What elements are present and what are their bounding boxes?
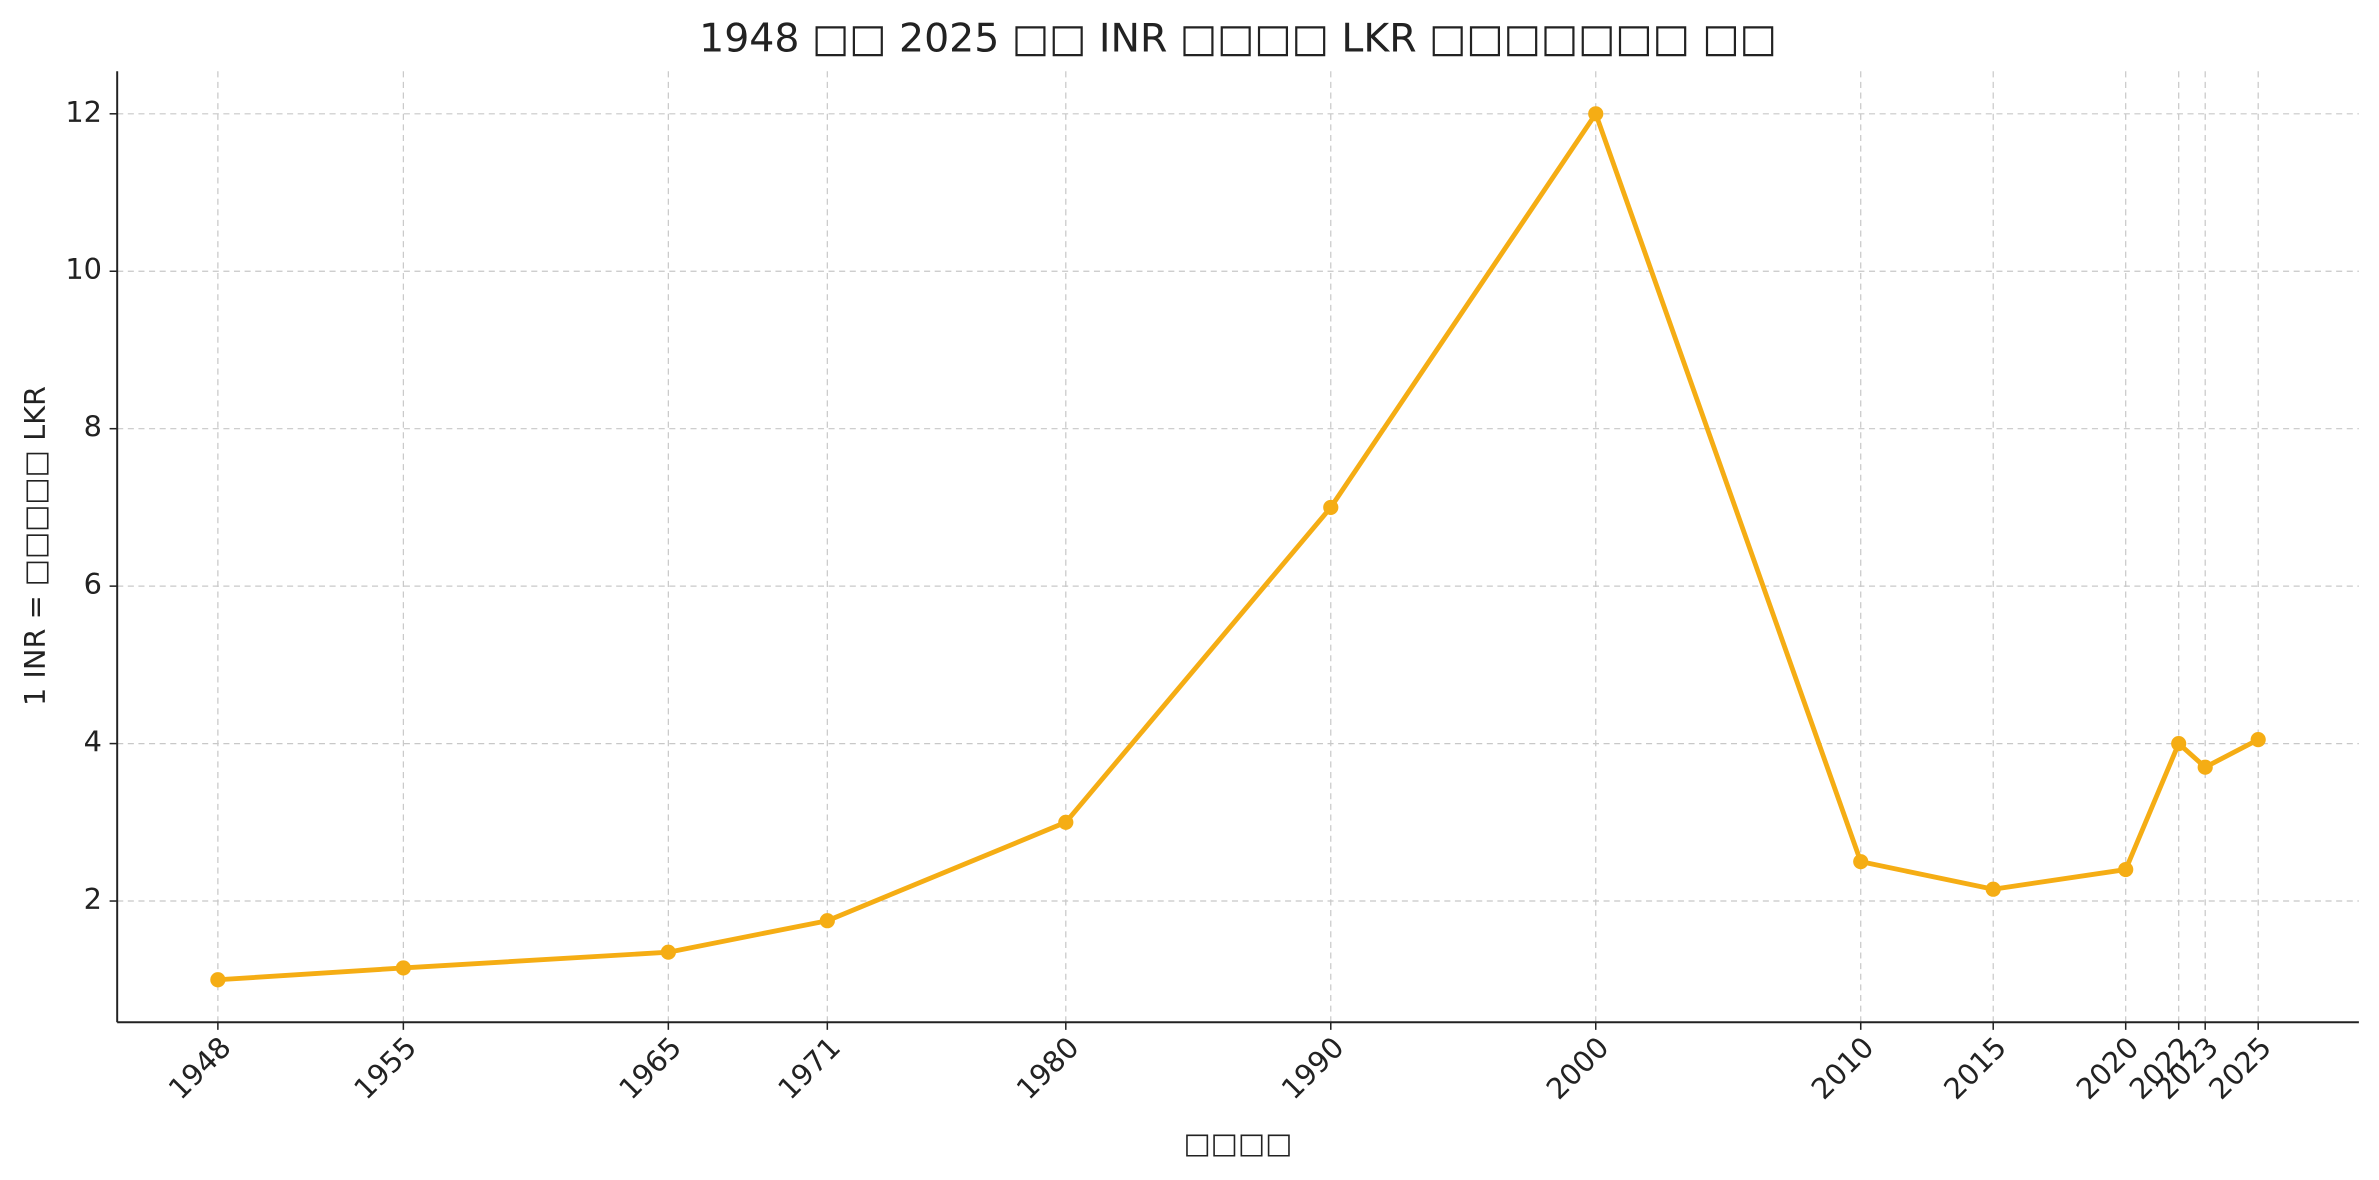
data-point	[2118, 861, 2134, 878]
data-point	[1058, 814, 1074, 830]
data-point	[2250, 732, 2266, 748]
grid	[117, 71, 2359, 1023]
data-point	[819, 913, 835, 929]
x-tick-label: 2020	[2070, 1030, 2146, 1106]
y-axis-label: 1 INR = □□□□□ LKR	[18, 386, 52, 706]
x-axis-label: □□□□	[1184, 1126, 1293, 1160]
tick-labels: 2 4 6 8 10 12 1948 1955 1965 1971 1980 1990 2000 2010…	[65, 95, 2278, 1106]
y-tick-label: 4	[84, 725, 102, 759]
plot	[210, 106, 2266, 988]
x-tick-label: 2010	[1805, 1030, 1881, 1106]
data-point	[1853, 854, 1869, 870]
x-tick-label: 1980	[1010, 1030, 1086, 1106]
data-point	[2171, 735, 2187, 752]
x-tick-label: 1955	[347, 1030, 423, 1106]
y-tick-label: 8	[84, 410, 102, 444]
x-tick-label: 1948	[162, 1030, 238, 1106]
data-point	[660, 944, 676, 960]
x-tick-label: 1965	[612, 1030, 688, 1106]
data-point	[210, 972, 226, 988]
x-tick-label: 2015	[1937, 1030, 2013, 1106]
data-point	[1588, 106, 1604, 122]
y-tick-label: 2	[84, 882, 102, 916]
data-point	[395, 960, 411, 976]
data-point	[1985, 881, 2001, 897]
data-line	[217, 111, 2260, 983]
x-tick-label: 1971	[771, 1030, 847, 1106]
data-point	[1323, 499, 1339, 515]
y-tick-label: 6	[84, 567, 102, 601]
x-tick-label: 1990	[1275, 1030, 1351, 1106]
y-tick-label: 10	[65, 252, 102, 286]
data-point	[2197, 759, 2213, 775]
y-tick-label: 12	[65, 95, 102, 129]
x-tick-label: 2025	[2202, 1030, 2278, 1106]
chart-title: 1948 □□ 2025 □□ INR □□□□ LKR □□□□□□□ □□	[699, 15, 1777, 61]
x-tick-label: 2000	[1540, 1030, 1616, 1106]
